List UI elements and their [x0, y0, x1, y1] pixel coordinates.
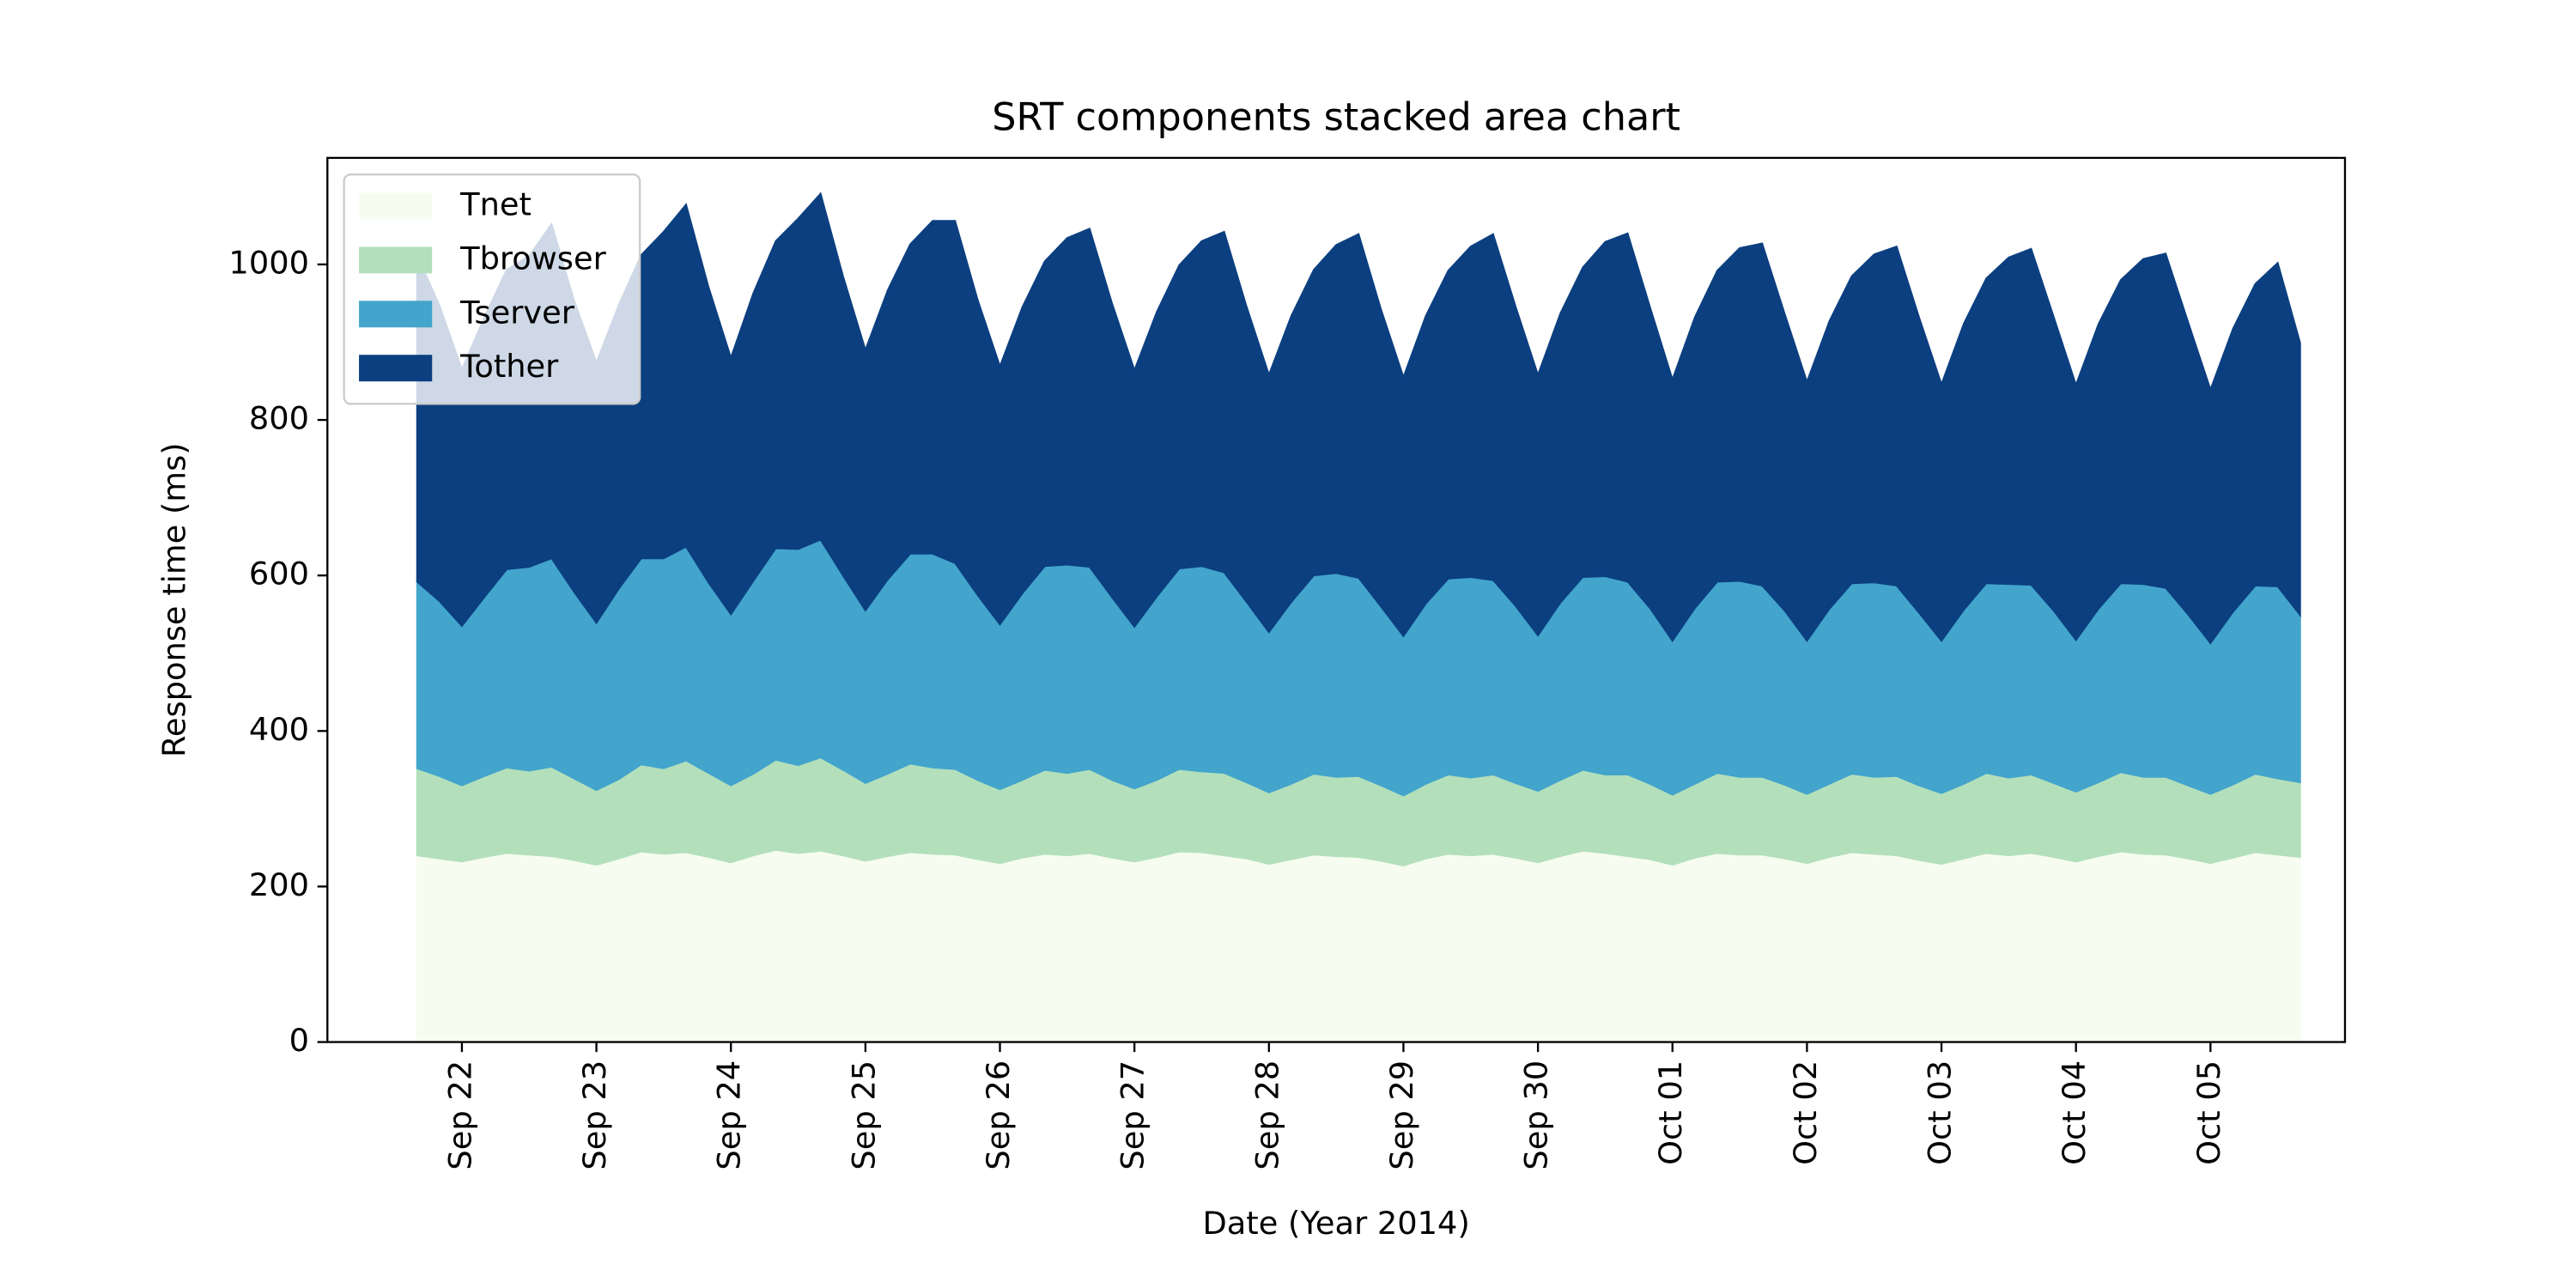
- legend-label: Tnet: [459, 186, 532, 223]
- x-tick-label: Sep 30: [1518, 1060, 1555, 1170]
- legend-frame: [343, 173, 641, 405]
- area: [416, 191, 2301, 645]
- x-tick-label: Sep 22: [441, 1060, 478, 1170]
- legend-swatch: [359, 355, 433, 382]
- legend-label: Tserver: [459, 294, 575, 331]
- y-tick-label: 800: [249, 400, 309, 437]
- y-tick-label: 400: [249, 711, 309, 748]
- plot-frame: [326, 156, 2347, 1043]
- x-tick-label: Oct 04: [2056, 1060, 2093, 1165]
- y-axis-label: Response time (ms): [156, 442, 193, 757]
- legend-swatch: [359, 246, 433, 274]
- area: [416, 848, 2301, 1043]
- y-tick-label: 0: [289, 1022, 309, 1059]
- legend-swatch: [359, 301, 433, 328]
- x-tick-label: Sep 23: [576, 1060, 613, 1170]
- x-tick-label: Oct 03: [1922, 1060, 1959, 1165]
- y-tick-label: 200: [249, 866, 309, 903]
- legend-label: Tother: [459, 348, 559, 385]
- legend-swatch: [359, 192, 433, 220]
- x-axis-label: Date (Year 2014): [1202, 1205, 1469, 1242]
- chart-title: SRT components stacked area chart: [992, 95, 1680, 139]
- y-tick-label: 600: [249, 556, 309, 592]
- x-tick-label: Oct 02: [1787, 1060, 1824, 1165]
- x-tick-label: Sep 25: [845, 1060, 882, 1170]
- legend: Tnet Tbrowser Tserver Tother: [343, 173, 641, 405]
- x-tick-label: Sep 24: [711, 1060, 748, 1170]
- x-tick-label: Sep 29: [1383, 1060, 1420, 1170]
- x-tick-label: Sep 27: [1115, 1060, 1151, 1170]
- x-tick-label: Oct 05: [2190, 1060, 2227, 1165]
- x-tick-label: Oct 01: [1652, 1060, 1689, 1165]
- y-tick-label: 1000: [228, 244, 309, 281]
- x-tick-label: Sep 28: [1249, 1060, 1285, 1170]
- legend-label: Tbrowser: [459, 240, 606, 276]
- x-tick-label: Sep 26: [980, 1060, 1017, 1170]
